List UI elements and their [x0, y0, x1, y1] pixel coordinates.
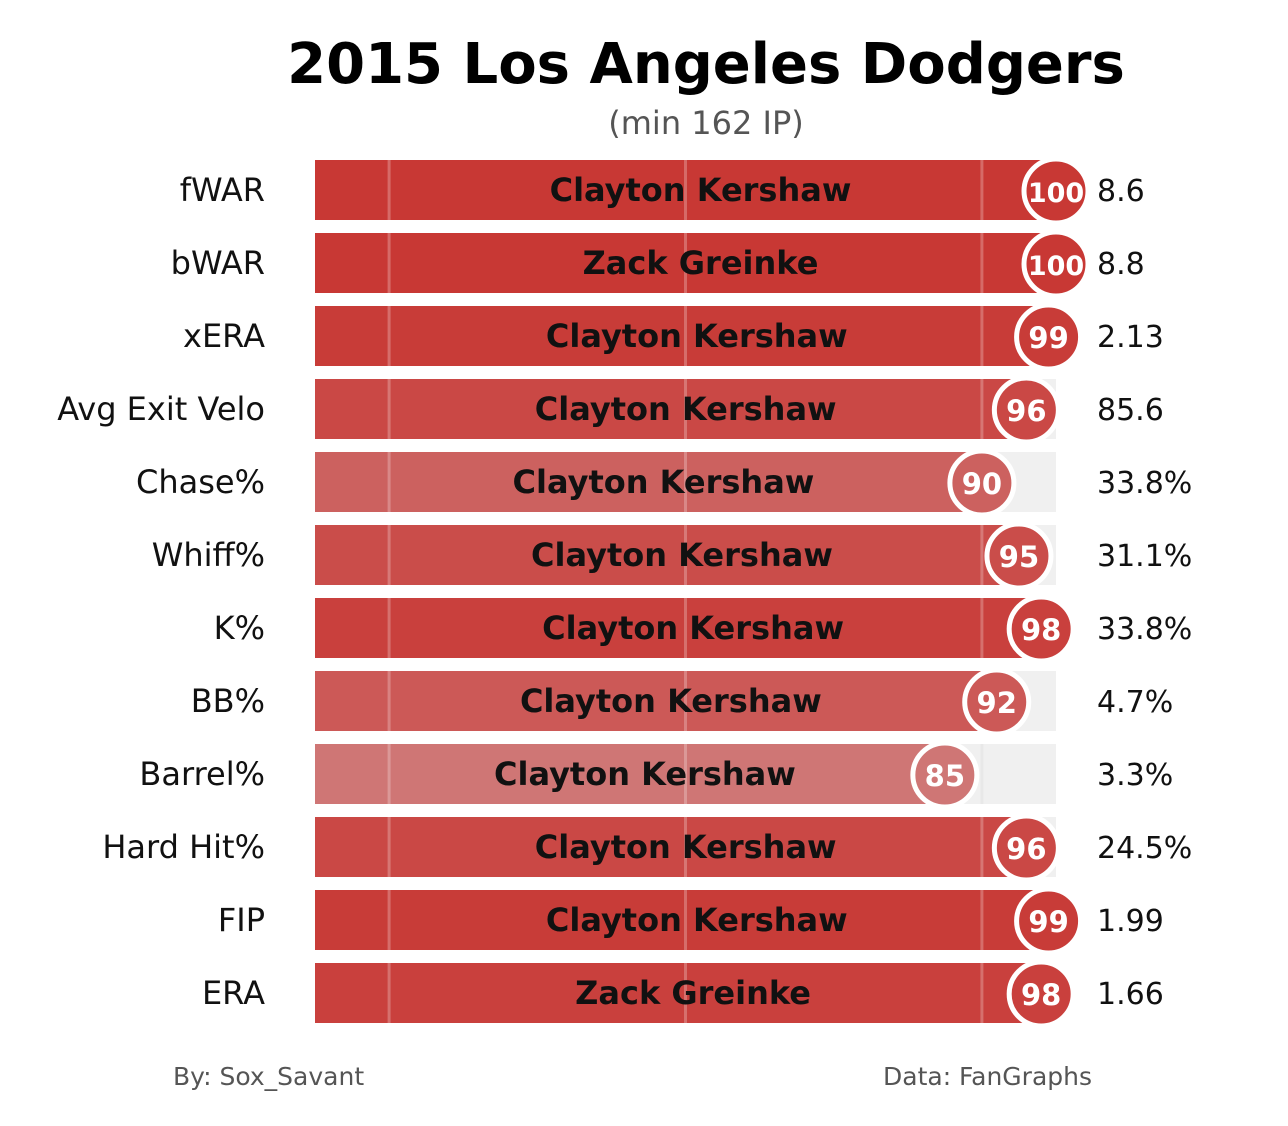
player-name: Clayton Kershaw: [546, 901, 848, 939]
percentile-marker: [947, 448, 1017, 518]
stat-value: 1.66: [1097, 977, 1164, 1012]
percentile-label: 99: [1028, 321, 1068, 355]
category-label: Whiff%: [152, 536, 265, 574]
footer-credit: By: Sox_Savant: [173, 1062, 365, 1091]
stat-value: 4.7%: [1097, 685, 1173, 720]
percentile-bar: [315, 306, 1049, 366]
percentile-label: 100: [1028, 251, 1084, 282]
percentile-marker: [1014, 302, 1084, 372]
stat-value: 31.1%: [1097, 539, 1192, 574]
percentile-bar: [315, 890, 1049, 950]
chart-title: 2015 Los Angeles Dodgers: [287, 32, 1125, 97]
percentile-label: 99: [1028, 905, 1068, 939]
player-name: Clayton Kershaw: [520, 682, 822, 720]
percentile-bar: [315, 379, 1027, 439]
stat-value: 24.5%: [1097, 831, 1192, 866]
percentile-label: 95: [999, 540, 1039, 574]
stat-value: 85.6: [1097, 393, 1164, 428]
percentile-marker: [991, 375, 1061, 445]
percentile-bar: [315, 525, 1019, 585]
percentile-label: 85: [925, 759, 965, 793]
percentile-marker: [1006, 959, 1076, 1029]
percentile-bar: [315, 452, 982, 512]
stat-value: 3.3%: [1097, 758, 1173, 793]
stat-value: 8.6: [1097, 174, 1145, 209]
category-label: Barrel%: [139, 755, 265, 793]
percentile-marker: [1006, 594, 1076, 664]
percentile-marker: [962, 667, 1032, 737]
stat-value: 33.8%: [1097, 612, 1192, 647]
category-label: Hard Hit%: [102, 828, 265, 866]
player-name: Clayton Kershaw: [542, 609, 844, 647]
percentile-bar: [315, 744, 945, 804]
stat-value: 2.13: [1097, 320, 1164, 355]
category-label: K%: [214, 609, 265, 647]
percentile-marker: [1021, 229, 1091, 299]
footer-source: Data: FanGraphs: [883, 1062, 1093, 1091]
player-name: Clayton Kershaw: [513, 463, 815, 501]
percentile-bar: [315, 963, 1042, 1023]
player-name: Clayton Kershaw: [535, 390, 837, 428]
category-label: Avg Exit Velo: [57, 390, 265, 428]
percentile-bar: [315, 233, 1056, 293]
player-name: Zack Greinke: [583, 244, 819, 282]
percentile-marker: [1021, 156, 1091, 226]
player-name: Clayton Kershaw: [531, 536, 833, 574]
percentile-bar: [315, 598, 1042, 658]
stat-value: 33.8%: [1097, 466, 1192, 501]
percentile-bar: [315, 671, 997, 731]
percentile-label: 98: [1021, 978, 1061, 1012]
percentile-marker: [984, 521, 1054, 591]
player-name: Clayton Kershaw: [550, 171, 852, 209]
category-label: xERA: [183, 317, 265, 355]
chart-subtitle: (min 162 IP): [608, 104, 804, 142]
percentile-label: 96: [1006, 394, 1046, 428]
category-label: ERA: [202, 974, 265, 1012]
percentile-label: 100: [1028, 178, 1084, 209]
category-label: bWAR: [171, 244, 265, 282]
player-name: Clayton Kershaw: [494, 755, 796, 793]
stat-value: 8.8: [1097, 247, 1145, 282]
player-name: Zack Greinke: [575, 974, 811, 1012]
player-name: Clayton Kershaw: [546, 317, 848, 355]
percentile-label: 92: [977, 686, 1017, 720]
player-name: Clayton Kershaw: [535, 828, 837, 866]
percentile-marker: [910, 740, 980, 810]
percentile-label: 96: [1006, 832, 1046, 866]
category-label: FIP: [218, 901, 265, 939]
stat-value: 1.99: [1097, 904, 1164, 939]
percentile-marker: [991, 813, 1061, 883]
category-label: Chase%: [136, 463, 265, 501]
percentile-bar: [315, 160, 1056, 220]
percentile-bar: [315, 817, 1027, 877]
category-label: BB%: [191, 682, 265, 720]
category-label: fWAR: [180, 171, 265, 209]
percentile-marker: [1014, 886, 1084, 956]
percentile-label: 90: [962, 467, 1002, 501]
percentile-label: 98: [1021, 613, 1061, 647]
